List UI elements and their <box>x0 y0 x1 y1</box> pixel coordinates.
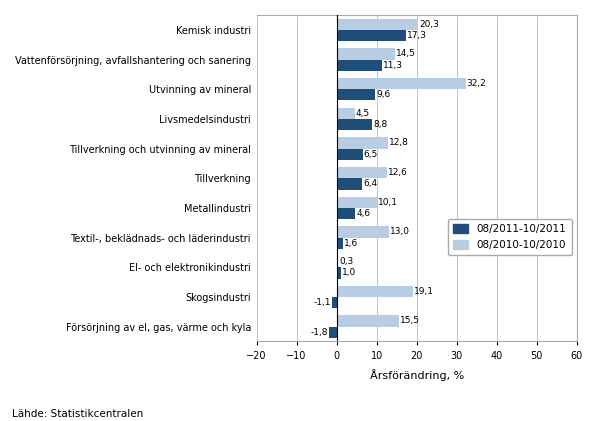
Text: 12,8: 12,8 <box>389 139 409 147</box>
Bar <box>337 78 466 89</box>
Text: 11,3: 11,3 <box>383 61 403 69</box>
Bar <box>337 167 387 178</box>
Text: 0,3: 0,3 <box>339 257 353 266</box>
Text: 8,8: 8,8 <box>373 120 388 129</box>
Text: 4,5: 4,5 <box>356 109 370 118</box>
Text: 4,6: 4,6 <box>356 209 370 218</box>
Bar <box>337 208 355 219</box>
Text: 10,1: 10,1 <box>379 198 398 207</box>
Bar <box>337 237 343 249</box>
Text: 1,0: 1,0 <box>342 269 356 277</box>
Text: -1,1: -1,1 <box>313 298 331 307</box>
Bar <box>337 19 418 30</box>
Text: 1,6: 1,6 <box>344 239 358 248</box>
Bar <box>337 256 338 267</box>
Text: 6,5: 6,5 <box>364 150 378 159</box>
Bar <box>337 178 362 189</box>
Bar <box>337 59 382 71</box>
Text: 9,6: 9,6 <box>376 91 390 99</box>
Bar <box>337 30 406 41</box>
Text: 15,5: 15,5 <box>400 317 420 325</box>
Bar <box>332 297 337 308</box>
Text: 6,4: 6,4 <box>364 179 377 188</box>
Legend: 08/2011-10/2011, 08/2010-10/2010: 08/2011-10/2011, 08/2010-10/2010 <box>447 219 572 255</box>
X-axis label: Årsförändring, %: Årsförändring, % <box>370 369 464 381</box>
Bar <box>337 119 372 130</box>
Text: Lähde: Statistikcentralen: Lähde: Statistikcentralen <box>12 409 143 419</box>
Bar <box>337 315 399 327</box>
Text: -1,8: -1,8 <box>311 328 328 337</box>
Text: 14,5: 14,5 <box>396 49 416 59</box>
Bar <box>337 197 377 208</box>
Text: 12,6: 12,6 <box>388 168 408 177</box>
Bar <box>337 89 375 101</box>
Text: 20,3: 20,3 <box>419 20 439 29</box>
Bar <box>337 286 413 297</box>
Bar <box>329 327 337 338</box>
Bar <box>337 267 341 279</box>
Bar <box>337 226 389 237</box>
Text: 17,3: 17,3 <box>407 31 427 40</box>
Bar <box>337 48 395 59</box>
Bar <box>337 137 388 149</box>
Text: 32,2: 32,2 <box>467 79 487 88</box>
Bar <box>337 108 355 119</box>
Text: 19,1: 19,1 <box>414 287 434 296</box>
Bar <box>337 149 362 160</box>
Text: 13,0: 13,0 <box>390 227 410 237</box>
